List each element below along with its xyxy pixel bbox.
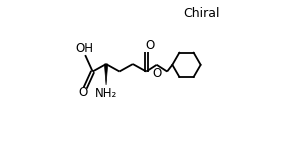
Polygon shape bbox=[104, 64, 108, 85]
Text: OH: OH bbox=[75, 42, 93, 55]
Text: NH₂: NH₂ bbox=[95, 87, 117, 100]
Text: Chiral: Chiral bbox=[184, 7, 220, 20]
Text: O: O bbox=[146, 39, 154, 52]
Text: O: O bbox=[78, 86, 88, 99]
Text: O: O bbox=[152, 67, 161, 80]
